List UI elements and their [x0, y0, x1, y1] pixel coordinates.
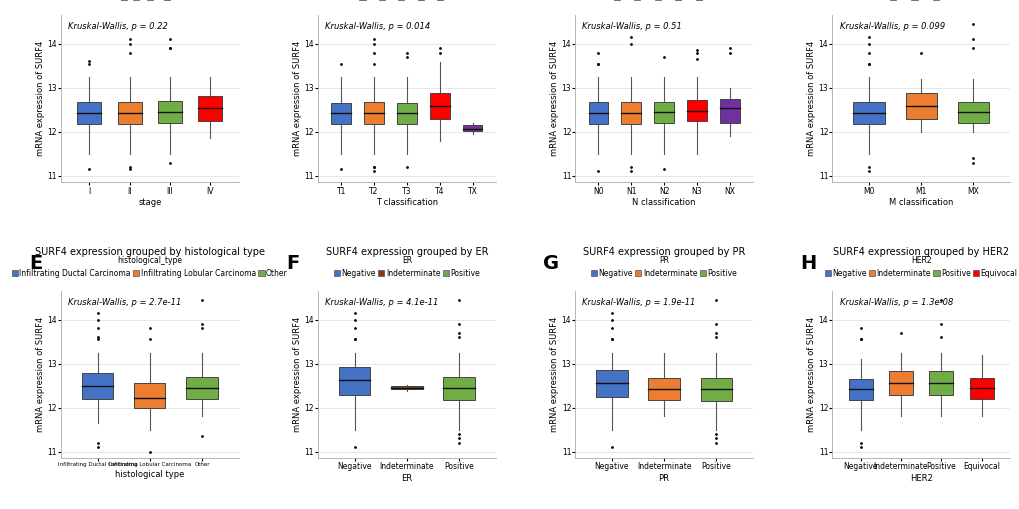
Bar	[117, 102, 142, 124]
Text: Kruskal-Wallis, p = 0.22: Kruskal-Wallis, p = 0.22	[68, 22, 168, 31]
X-axis label: histological type: histological type	[115, 470, 184, 479]
Bar	[653, 102, 674, 123]
Legend: Negative, Indeterminate, Positive: Negative, Indeterminate, Positive	[589, 254, 738, 279]
Y-axis label: mRNA expression of SURF4: mRNA expression of SURF4	[292, 317, 302, 432]
X-axis label: PR: PR	[658, 474, 668, 483]
Bar	[331, 103, 351, 124]
Text: E: E	[30, 254, 43, 273]
Legend: M0, M1, MX: M0, M1, MX	[888, 0, 953, 4]
Bar	[687, 100, 706, 121]
Text: Kruskal-Wallis, p = 1.9e-11: Kruskal-Wallis, p = 1.9e-11	[582, 298, 695, 307]
Bar	[957, 102, 988, 123]
Bar	[968, 378, 993, 399]
Text: H: H	[800, 254, 816, 273]
Title: SURF4 expression grouped by PR: SURF4 expression grouped by PR	[582, 247, 745, 257]
Y-axis label: mRNA expression of SURF4: mRNA expression of SURF4	[549, 317, 558, 432]
Text: Kruskal-Wallis, p = 0.51: Kruskal-Wallis, p = 0.51	[582, 22, 682, 31]
X-axis label: M classification: M classification	[889, 199, 953, 207]
Legend: Negative, Indeterminate, Positive: Negative, Indeterminate, Positive	[332, 254, 481, 279]
Y-axis label: mRNA expression of SURF4: mRNA expression of SURF4	[806, 317, 815, 432]
Bar	[848, 379, 872, 400]
Y-axis label: mRNA expression of SURF4: mRNA expression of SURF4	[549, 41, 558, 156]
Bar	[928, 372, 953, 395]
Text: Kruskal-Wallis, p = 2.7e-11: Kruskal-Wallis, p = 2.7e-11	[68, 298, 181, 307]
X-axis label: ER: ER	[401, 474, 412, 483]
Y-axis label: mRNA expression of SURF4: mRNA expression of SURF4	[36, 41, 45, 156]
Legend: I, II, III, IV: I, II, III, IV	[119, 0, 180, 4]
X-axis label: T classification: T classification	[376, 199, 437, 207]
Legend: Negative, Indeterminate, Positive, Equivocal: Negative, Indeterminate, Positive, Equiv…	[822, 254, 1018, 279]
X-axis label: stage: stage	[138, 199, 161, 207]
Bar	[588, 102, 607, 124]
Bar	[391, 386, 422, 389]
Bar	[198, 96, 222, 121]
Y-axis label: mRNA expression of SURF4: mRNA expression of SURF4	[292, 41, 302, 156]
Bar	[853, 102, 883, 124]
Title: SURF4 expression grouped by histological type: SURF4 expression grouped by histological…	[35, 247, 265, 257]
Text: Kruskal-Wallis, p = 1.3e-08: Kruskal-Wallis, p = 1.3e-08	[839, 298, 952, 307]
Text: G: G	[543, 254, 559, 273]
X-axis label: HER2: HER2	[909, 474, 931, 483]
Bar	[430, 93, 449, 120]
Legend: T1, T2, T3, T4, TX: T1, T2, T3, T4, TX	[358, 0, 455, 4]
Text: Kruskal-Wallis, p = 0.099: Kruskal-Wallis, p = 0.099	[839, 22, 944, 31]
Bar	[82, 373, 113, 399]
Text: Kruskal-Wallis, p = 4.1e-11: Kruskal-Wallis, p = 4.1e-11	[325, 298, 438, 307]
Bar	[135, 383, 165, 408]
Bar	[596, 370, 627, 397]
Text: F: F	[286, 254, 300, 273]
Bar	[364, 102, 383, 124]
Bar	[463, 125, 482, 131]
Bar	[719, 99, 739, 123]
Title: SURF4 expression grouped by HER2: SURF4 expression grouped by HER2	[833, 247, 1008, 257]
Title: SURF4 expression grouped by ER: SURF4 expression grouped by ER	[325, 247, 488, 257]
Bar	[905, 93, 935, 119]
Bar	[700, 378, 731, 401]
Bar	[621, 102, 640, 124]
Bar	[158, 101, 182, 123]
Legend: Infiltrating Ductal Carcinoma, Infiltrating Lobular Carcinoma, Other: Infiltrating Ductal Carcinoma, Infiltrat…	[10, 254, 289, 279]
X-axis label: N classification: N classification	[632, 199, 695, 207]
Bar	[396, 103, 417, 124]
Text: Kruskal-Wallis, p = 0.014: Kruskal-Wallis, p = 0.014	[325, 22, 430, 31]
Bar	[648, 378, 679, 400]
Bar	[888, 372, 912, 395]
Y-axis label: mRNA expression of SURF4: mRNA expression of SURF4	[806, 41, 815, 156]
Bar	[339, 367, 370, 395]
Legend: N0, N1, N2, N3, NX: N0, N1, N2, N3, NX	[611, 0, 715, 4]
Y-axis label: mRNA expression of SURF4: mRNA expression of SURF4	[36, 317, 45, 432]
Bar	[77, 102, 102, 124]
Bar	[186, 377, 217, 399]
Bar	[443, 377, 474, 400]
